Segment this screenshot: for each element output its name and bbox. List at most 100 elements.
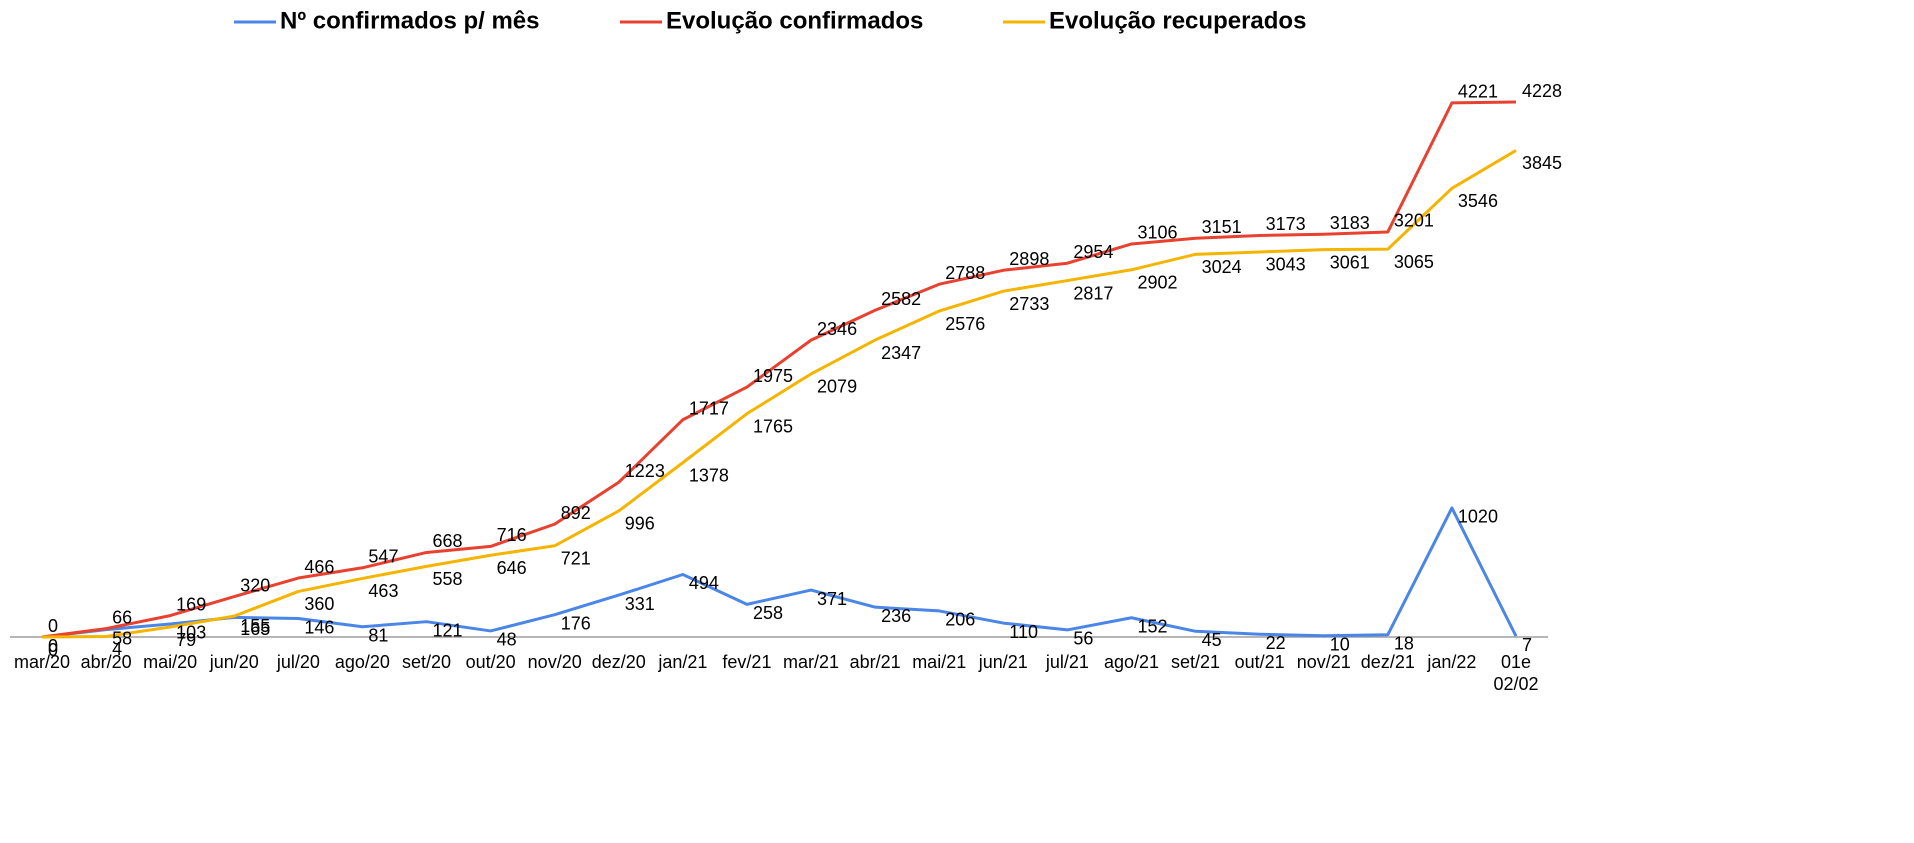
series-line bbox=[41, 100, 1517, 639]
x-tick-label: out/20 bbox=[466, 652, 516, 672]
x-tick-label: jun/20 bbox=[209, 652, 259, 672]
data-label: 4221 bbox=[1458, 82, 1498, 102]
x-tick-label: set/21 bbox=[1171, 652, 1220, 672]
data-label: 7 bbox=[1522, 635, 1532, 655]
x-tick-label: nov/20 bbox=[528, 652, 582, 672]
data-label: 494 bbox=[689, 573, 719, 593]
x-tick-label: mai/21 bbox=[912, 652, 966, 672]
data-label: 0 bbox=[48, 640, 58, 660]
data-label: 3043 bbox=[1266, 255, 1306, 275]
x-tick-label: mar/20 bbox=[14, 652, 70, 672]
legend-label: Nº confirmados p/ mês bbox=[280, 7, 540, 34]
data-label: 110 bbox=[1009, 622, 1038, 642]
series-line bbox=[41, 506, 1518, 639]
data-label: 2733 bbox=[1009, 294, 1049, 314]
data-label: 103 bbox=[176, 623, 206, 643]
x-tick-label: jan/22 bbox=[1426, 652, 1476, 672]
data-label: 56 bbox=[1073, 629, 1093, 649]
data-label: 721 bbox=[561, 549, 591, 569]
data-label: 716 bbox=[497, 525, 527, 545]
data-label: 18 bbox=[1394, 633, 1414, 653]
x-tick-label: ago/21 bbox=[1104, 652, 1159, 672]
data-label: 81 bbox=[368, 626, 388, 646]
data-label: 2079 bbox=[817, 377, 857, 397]
data-label: 3151 bbox=[1202, 217, 1242, 237]
x-tick-label: set/20 bbox=[402, 652, 451, 672]
x-tick-label: mar/21 bbox=[783, 652, 839, 672]
data-label: 466 bbox=[304, 557, 334, 577]
data-label: 4228 bbox=[1522, 81, 1562, 101]
data-label: 1975 bbox=[753, 366, 793, 386]
data-label: 206 bbox=[945, 610, 975, 630]
data-label: 2346 bbox=[817, 319, 857, 339]
data-label: 1223 bbox=[625, 461, 665, 481]
data-label: 1717 bbox=[689, 398, 729, 418]
data-label: 3173 bbox=[1266, 214, 1306, 234]
x-tick-label: dez/21 bbox=[1361, 652, 1415, 672]
legend-label: Evolução recuperados bbox=[1049, 7, 1306, 34]
data-label: 155 bbox=[240, 616, 270, 636]
data-label: 646 bbox=[497, 558, 527, 578]
data-label: 152 bbox=[1137, 617, 1167, 637]
x-tick-label: abr/20 bbox=[81, 652, 132, 672]
data-label: 463 bbox=[368, 581, 398, 601]
data-label: 2576 bbox=[945, 314, 985, 334]
data-label: 1765 bbox=[753, 416, 793, 436]
x-tick-label: jan/21 bbox=[657, 652, 707, 672]
data-label: 176 bbox=[561, 613, 591, 633]
data-label: 2817 bbox=[1073, 283, 1113, 303]
data-label: 236 bbox=[881, 606, 911, 626]
x-tick-label: dez/20 bbox=[592, 652, 646, 672]
data-label: 3845 bbox=[1522, 153, 1562, 173]
x-tick-label: jul/21 bbox=[1045, 652, 1089, 672]
data-label: 79 bbox=[176, 630, 196, 650]
x-tick-label: out/21 bbox=[1235, 652, 1285, 672]
data-label: 2788 bbox=[945, 263, 985, 283]
data-label: 45 bbox=[1202, 630, 1222, 650]
data-label: 0 bbox=[48, 636, 58, 656]
data-label: 558 bbox=[433, 569, 463, 589]
data-label: 996 bbox=[625, 514, 655, 534]
data-label: 2347 bbox=[881, 343, 921, 363]
data-label: 1020 bbox=[1458, 507, 1498, 527]
data-label: 892 bbox=[561, 503, 591, 523]
x-tick-label: jul/20 bbox=[276, 652, 320, 672]
data-label: 146 bbox=[304, 617, 334, 637]
data-label: 22 bbox=[1266, 633, 1286, 653]
data-label: 547 bbox=[368, 547, 398, 567]
x-tick-label: mai/20 bbox=[143, 652, 197, 672]
data-label: 258 bbox=[753, 603, 783, 623]
data-label: 2954 bbox=[1073, 242, 1113, 262]
data-label: 2582 bbox=[881, 289, 921, 309]
data-label: 331 bbox=[625, 594, 655, 614]
data-label: 165 bbox=[240, 619, 270, 639]
data-label: 1378 bbox=[689, 465, 729, 485]
data-label: 2902 bbox=[1137, 273, 1177, 293]
x-tick-label: fev/21 bbox=[722, 652, 771, 672]
data-label: 4 bbox=[112, 639, 122, 659]
data-label: 10 bbox=[1330, 634, 1350, 654]
data-label: 121 bbox=[433, 620, 463, 640]
x-tick-label: 01e 02/02 bbox=[1493, 652, 1538, 694]
data-label: 58 bbox=[112, 628, 132, 648]
data-label: 320 bbox=[240, 575, 270, 595]
x-tick-label: nov/21 bbox=[1297, 652, 1351, 672]
x-tick-label: ago/20 bbox=[335, 652, 390, 672]
data-label: 3201 bbox=[1394, 211, 1434, 231]
data-label: 668 bbox=[433, 531, 463, 551]
x-tick-label: abr/21 bbox=[850, 652, 901, 672]
data-label: 66 bbox=[112, 607, 132, 627]
data-label: 2898 bbox=[1009, 249, 1049, 269]
data-label: 48 bbox=[497, 630, 517, 650]
data-label: 3183 bbox=[1330, 213, 1370, 233]
series-line bbox=[41, 149, 1517, 639]
legend-label: Evolução confirmados bbox=[666, 7, 923, 34]
data-label: 3546 bbox=[1458, 191, 1498, 211]
data-label: 3065 bbox=[1394, 252, 1434, 272]
data-label: 371 bbox=[817, 589, 847, 609]
data-label: 360 bbox=[304, 594, 334, 614]
data-label: 0 bbox=[48, 616, 58, 636]
data-label: 3106 bbox=[1137, 223, 1177, 243]
